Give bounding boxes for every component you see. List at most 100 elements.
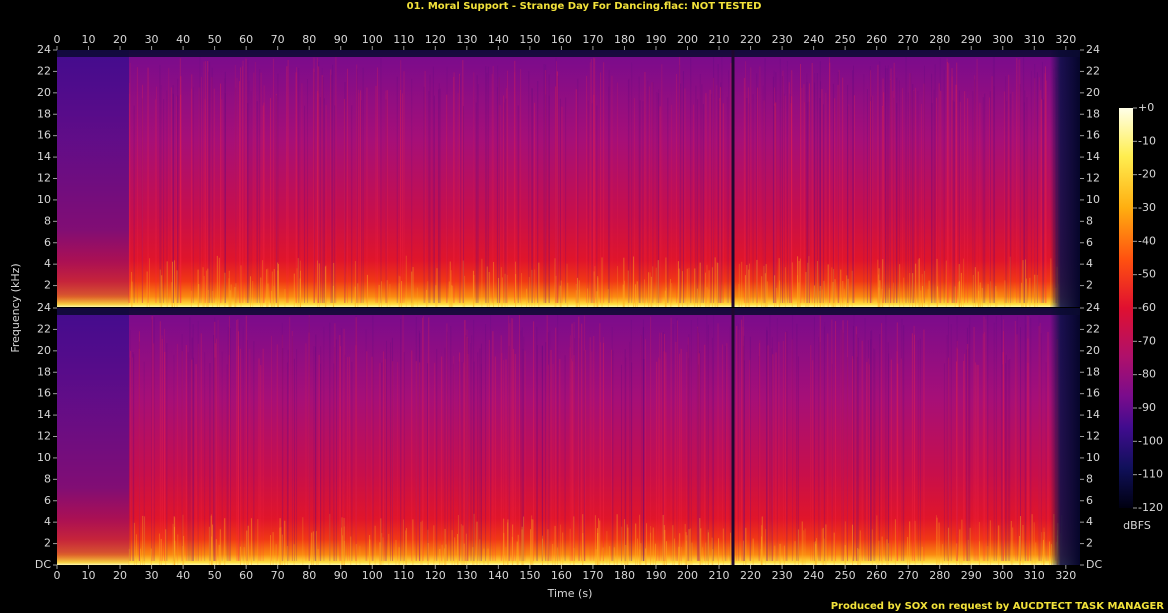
y-tick-label: 4 — [1086, 257, 1093, 270]
colorbar-tick-label: -120 — [1138, 501, 1163, 514]
x-tick-label: 20 — [113, 33, 127, 46]
x-tick-label: 30 — [145, 569, 159, 582]
y-tick-label: 16 — [1086, 129, 1100, 142]
x-tick-label: 150 — [519, 569, 540, 582]
y-tick-label: 20 — [37, 86, 51, 99]
y-tick-label: 12 — [1086, 430, 1100, 443]
y-tick-label: 12 — [1086, 172, 1100, 185]
y-tick-label: 12 — [37, 172, 51, 185]
y-tick-label: 18 — [1086, 107, 1100, 120]
y-tick-label: 18 — [1086, 365, 1100, 378]
x-tick-label: 220 — [740, 569, 761, 582]
spectrogram-base — [57, 50, 1080, 307]
x-tick-label: 40 — [176, 33, 190, 46]
colorbar-tick-label: -20 — [1138, 168, 1156, 181]
x-tick-label: 20 — [113, 569, 127, 582]
y-tick-label: 20 — [37, 344, 51, 357]
x-tick-label: 250 — [835, 33, 856, 46]
x-tick-label: 0 — [54, 33, 61, 46]
x-tick-label: 70 — [271, 33, 285, 46]
x-tick-label: 80 — [302, 33, 316, 46]
y-tick-label: 16 — [37, 387, 51, 400]
y-tick-label: DC — [1086, 558, 1102, 571]
x-tick-label: 180 — [614, 569, 635, 582]
x-tick-label: 280 — [929, 569, 950, 582]
x-tick-label: 180 — [614, 33, 635, 46]
x-tick-label: 100 — [362, 33, 383, 46]
x-axis-label: Time (s) — [547, 587, 593, 600]
y-tick-label: 10 — [37, 451, 51, 464]
y-tick-label: 2 — [44, 537, 51, 550]
x-tick-label: 110 — [393, 569, 414, 582]
y-tick-label: 14 — [37, 150, 51, 163]
x-tick-label: 310 — [1024, 569, 1045, 582]
colorbar-tick-label: -110 — [1138, 468, 1163, 481]
y-tick-label: 6 — [44, 236, 51, 249]
x-tick-label: 240 — [803, 569, 824, 582]
spectrogram-channel-2 — [57, 308, 1080, 565]
colorbar — [1119, 108, 1133, 508]
y-tick-label: 10 — [37, 193, 51, 206]
x-tick-label: 200 — [677, 33, 698, 46]
y-tick-label: 20 — [1086, 344, 1100, 357]
x-tick-label: 140 — [488, 569, 509, 582]
colorbar-tick-label: -50 — [1138, 268, 1156, 281]
x-tick-label: 240 — [803, 33, 824, 46]
x-tick-label: 170 — [582, 569, 603, 582]
x-tick-label: 120 — [425, 33, 446, 46]
x-tick-label: 90 — [334, 569, 348, 582]
x-tick-label: 90 — [334, 33, 348, 46]
x-tick-label: 0 — [54, 569, 61, 582]
x-tick-label: 60 — [239, 33, 253, 46]
y-tick-label: 24 — [1086, 301, 1100, 314]
x-tick-label: 160 — [551, 33, 572, 46]
y-tick-label: 6 — [1086, 494, 1093, 507]
x-tick-label: 80 — [302, 569, 316, 582]
x-tick-label: 210 — [709, 569, 730, 582]
x-tick-label: 230 — [772, 33, 793, 46]
y-tick-label: 8 — [44, 472, 51, 485]
colorbar-tick-label: -90 — [1138, 401, 1156, 414]
x-tick-label: 260 — [866, 569, 887, 582]
x-tick-label: 140 — [488, 33, 509, 46]
x-tick-label: 190 — [645, 33, 666, 46]
y-tick-label: 2 — [1086, 537, 1093, 550]
y-tick-label: 18 — [37, 107, 51, 120]
chart-title: 01. Moral Support - Strange Day For Danc… — [407, 1, 762, 12]
y-tick-label: 8 — [1086, 214, 1093, 227]
y-tick-label: 22 — [37, 322, 51, 335]
y-tick-label: 20 — [1086, 86, 1100, 99]
x-tick-label: 150 — [519, 33, 540, 46]
y-tick-label: 24 — [37, 301, 51, 314]
y-tick-label: 4 — [44, 515, 51, 528]
x-tick-label: 200 — [677, 569, 698, 582]
x-tick-label: 120 — [425, 569, 446, 582]
footer-note: Produced by SOX on request by AUCDTECT T… — [831, 601, 1165, 612]
intro-region — [57, 50, 129, 307]
x-tick-label: 320 — [1055, 569, 1076, 582]
y-tick-label: 24 — [1086, 43, 1100, 56]
spectrogram-channel-1 — [57, 50, 1080, 307]
x-tick-label: 130 — [456, 569, 477, 582]
x-tick-label: 280 — [929, 33, 950, 46]
colorbar-tick-label: -60 — [1138, 301, 1156, 314]
x-tick-label: 250 — [835, 569, 856, 582]
colorbar-tick-label: -80 — [1138, 368, 1156, 381]
x-tick-label: 270 — [898, 569, 919, 582]
x-tick-label: 220 — [740, 33, 761, 46]
y-tick-label: 12 — [37, 430, 51, 443]
y-tick-label: 8 — [1086, 472, 1093, 485]
y-tick-label: DC — [35, 558, 51, 571]
x-tick-label: 30 — [145, 33, 159, 46]
x-tick-label: 290 — [961, 569, 982, 582]
colorbar-tick-label: -40 — [1138, 234, 1156, 247]
y-tick-label: 22 — [37, 64, 51, 77]
x-tick-label: 50 — [208, 569, 222, 582]
y-tick-label: 10 — [1086, 193, 1100, 206]
outro-region — [1050, 50, 1080, 307]
y-tick-label: 24 — [37, 43, 51, 56]
x-tick-label: 320 — [1055, 33, 1076, 46]
y-tick-label: 22 — [1086, 322, 1100, 335]
x-tick-label: 300 — [992, 33, 1013, 46]
x-tick-label: 110 — [393, 33, 414, 46]
